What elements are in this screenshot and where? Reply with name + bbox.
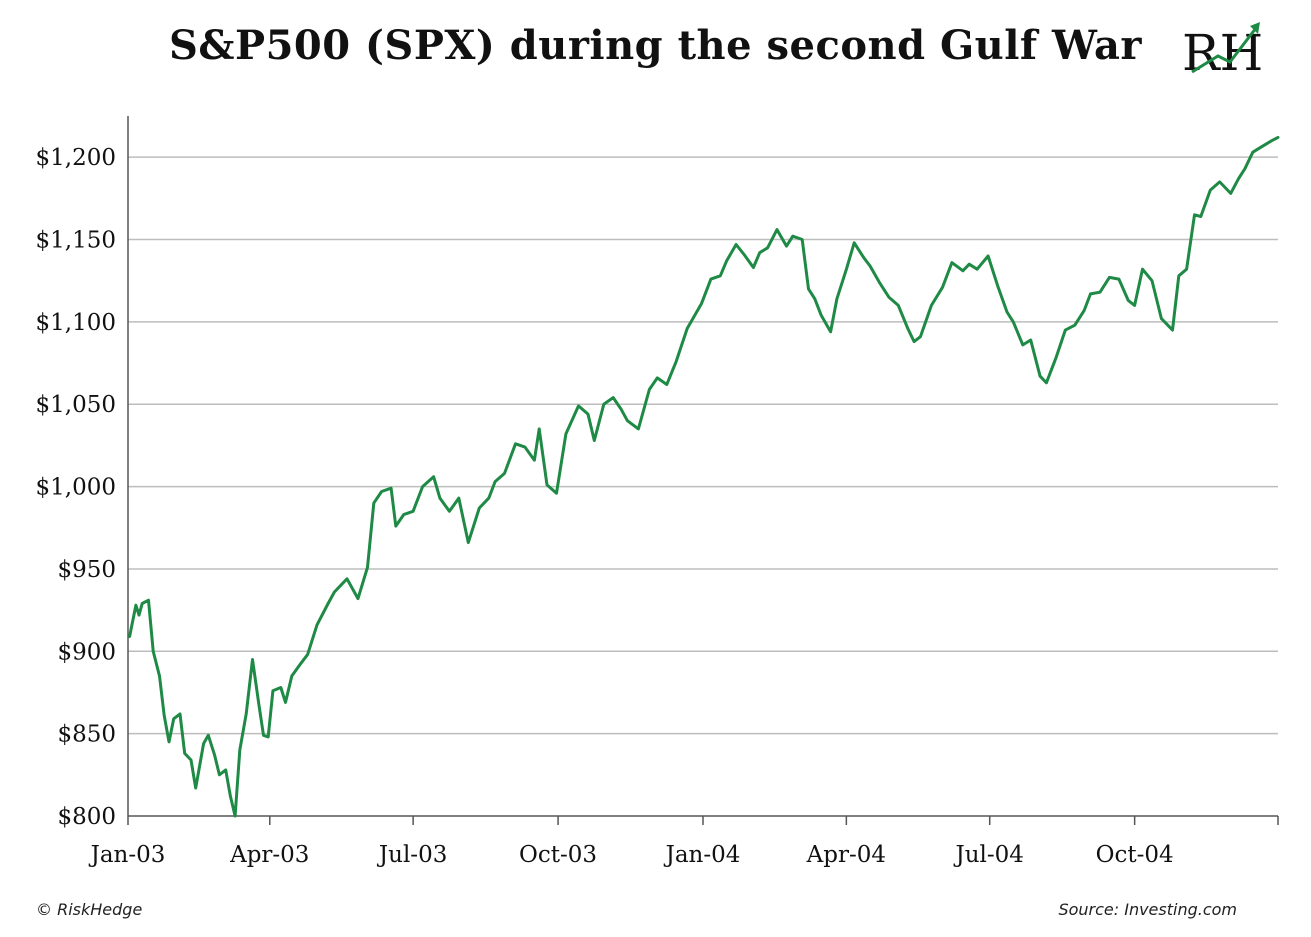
x-tick-label: Jan-03 [89,842,166,868]
chart-title: S&P500 (SPX) during the second Gulf War [169,22,1142,69]
x-tick-labels: Jan-03 Apr-03 Jul-03 Oct-03 Jan-04 Apr-04 Jul-… [89,842,1174,868]
x-tick-label: Jan-04 [664,842,741,868]
copyright-text: © RiskHedge [36,900,143,919]
y-tick-label: $900 [57,639,116,665]
y-tick-label: $1,150 [36,228,116,254]
y-tick-label: $850 [57,722,116,748]
y-tick-label: $1,200 [36,145,116,171]
y-tick-labels: $800 $850 $900 $950 $1,000 $1,050 $1,100 $1,150… [36,145,116,830]
y-tick-label: $1,050 [36,392,116,418]
y-tick-label: $1,100 [36,310,116,336]
logo-lettering: RH [1182,24,1263,82]
series-line-spx [128,135,1280,818]
axes [127,116,1279,825]
riskhedge-logo: RH [1182,22,1263,82]
x-tick-label: Jul-04 [953,842,1023,868]
x-tick-label: Apr-03 [229,842,309,868]
x-tick-label: Oct-03 [519,842,597,868]
y-tick-label: $950 [57,557,116,583]
source-text: Source: Investing.com [1058,900,1237,919]
x-tick-label: Jul-03 [377,842,447,868]
y-tick-label: $1,000 [36,475,116,501]
x-tick-label: Oct-04 [1096,842,1174,868]
gridlines [128,156,1278,735]
y-tick-label: $800 [57,804,116,830]
x-tick-label: Apr-04 [806,842,886,868]
